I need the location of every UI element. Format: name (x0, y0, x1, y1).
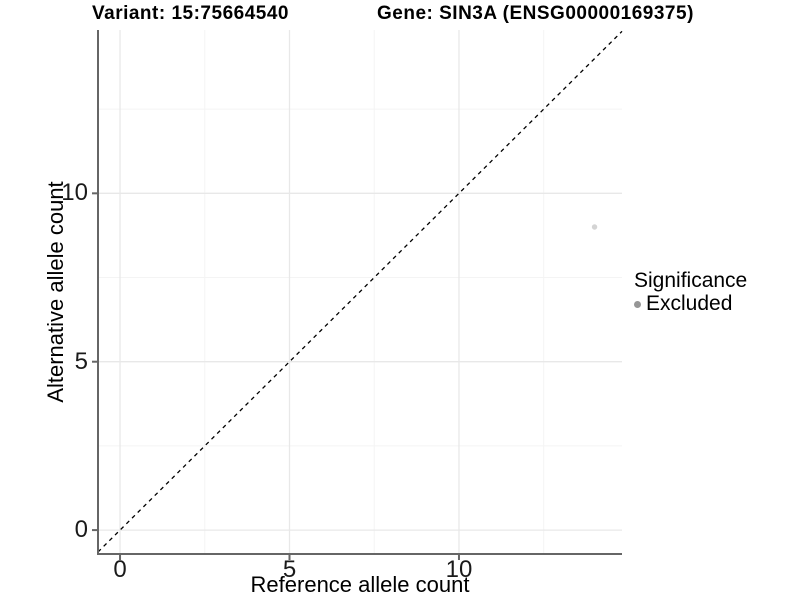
x-tick-label: 0 (113, 556, 127, 583)
y-tick-label: 0 (74, 516, 88, 544)
legend-item-excluded: Excluded (634, 293, 747, 315)
legend-title: Significance (634, 269, 748, 292)
y-tick-label: 5 (74, 347, 88, 375)
excluded-point-icon (634, 300, 641, 308)
x-tick-label: 5 (282, 556, 297, 583)
data-point (591, 224, 598, 230)
plot-title-gene: Gene: SIN3A (ENSG00000169375) (377, 3, 694, 24)
plot-title-variant: Variant: 15:75664540 (92, 3, 289, 24)
y-tick-label: 10 (61, 179, 88, 207)
x-axis-title: Reference allele count (250, 572, 470, 597)
identity-line (97, 30, 623, 553)
legend-item-label: Excluded (646, 292, 733, 315)
legend: Significance Excluded (634, 270, 747, 315)
x-tick-label: 10 (445, 556, 473, 583)
